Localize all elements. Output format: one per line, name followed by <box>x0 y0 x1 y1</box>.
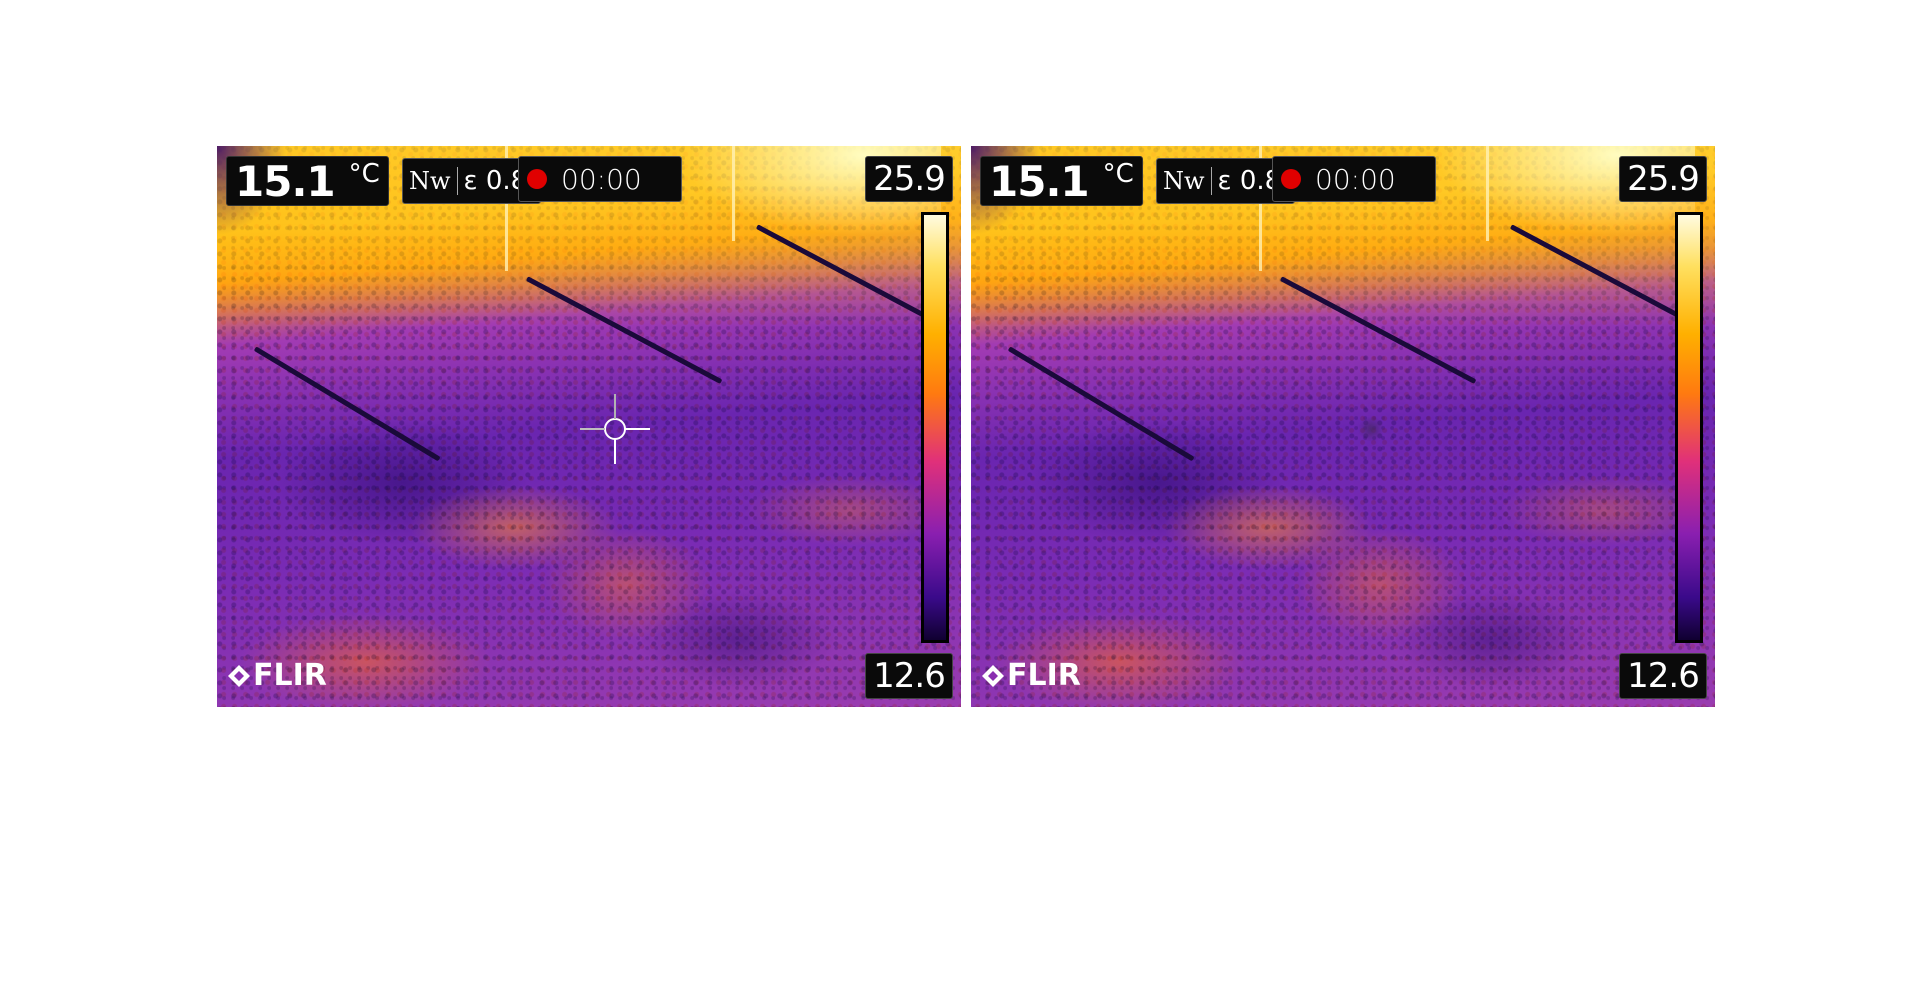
record-dot-icon <box>527 169 547 189</box>
temperature-unit: °C <box>348 159 380 189</box>
emissivity-value: ε 0.8 <box>1217 166 1282 196</box>
thermal-image-left: 15.1 °C Nw ε 0.8 00:00 25.9 12.6 FLIR <box>217 146 961 707</box>
temperature-scale-bar <box>921 212 949 643</box>
wall-post <box>1486 146 1489 241</box>
wall-post <box>505 146 508 271</box>
emissivity-value: ε 0.8 <box>463 166 528 196</box>
measurement-settings: Nw ε 0.8 <box>402 158 541 204</box>
crosshair-icon[interactable] <box>580 394 650 464</box>
scale-max-label: 25.9 <box>865 156 953 202</box>
measurement-settings: Nw ε 0.8 <box>1156 158 1295 204</box>
spot-temperature-value: 15.1 <box>989 156 1090 206</box>
brand-name: FLIR <box>253 658 327 693</box>
mode-icon: Nw <box>409 167 458 195</box>
mode-icon: Nw <box>1163 167 1212 195</box>
recording-time: 00:00 <box>1315 162 1396 196</box>
spot-marker <box>1358 416 1384 442</box>
scale-max-label: 25.9 <box>1619 156 1707 202</box>
brand-name: FLIR <box>1007 658 1081 693</box>
thermal-image-right: 15.1 °C Nw ε 0.8 00:00 25.9 12.6 FLIR <box>971 146 1715 707</box>
recording-indicator[interactable]: 00:00 <box>1272 156 1436 202</box>
flir-logo: FLIR <box>227 658 327 693</box>
flir-diamond-icon <box>982 664 1004 687</box>
spot-temperature-readout: 15.1 °C <box>980 156 1143 206</box>
recording-indicator[interactable]: 00:00 <box>518 156 682 202</box>
spot-temperature-readout: 15.1 °C <box>226 156 389 206</box>
spot-temperature-value: 15.1 <box>235 156 336 206</box>
temperature-scale-bar <box>1675 212 1703 643</box>
scale-min-label: 12.6 <box>1619 653 1707 699</box>
wall-post <box>1259 146 1262 271</box>
recording-time: 00:00 <box>561 162 642 196</box>
record-dot-icon <box>1281 169 1301 189</box>
wall-post <box>732 146 735 241</box>
flir-diamond-icon <box>228 664 250 687</box>
scale-min-label: 12.6 <box>865 653 953 699</box>
temperature-unit: °C <box>1102 159 1134 189</box>
flir-logo: FLIR <box>981 658 1081 693</box>
